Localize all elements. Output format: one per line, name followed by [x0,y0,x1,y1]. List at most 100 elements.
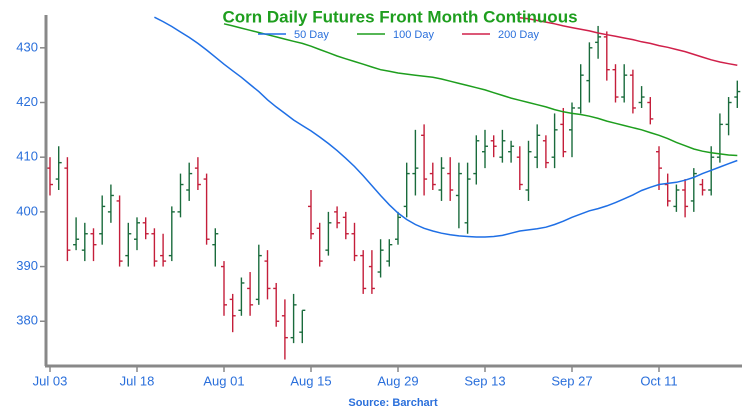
ohlc-bar [299,309,306,344]
ohlc-bar [525,140,532,201]
ohlc-bar [73,217,80,251]
legend-label: 100 Day [393,29,434,41]
ohlc-bar [290,293,297,344]
ohlc-bar [542,135,549,169]
ohlc-bar [586,42,593,103]
ohlc-bar [595,25,602,59]
y-tick-label: 420 [16,94,38,109]
ohlc-bar [90,228,97,262]
x-tick-label: Sep 13 [464,373,505,388]
ohlc-bar [412,129,419,196]
ohlc-bar [47,157,53,196]
source: Source: Barchart [348,397,438,409]
ohlc-bar [255,244,262,305]
legend-label: 200 Day [498,29,539,41]
x-tick-label: Sep 27 [551,373,592,388]
ohlc-bar [560,107,567,158]
ohlc-bar [403,162,410,218]
ohlc-bar [699,179,706,196]
ohlc-bar [551,113,558,169]
ohlc-bar [308,190,314,240]
y-tick-label: 430 [16,39,38,54]
ohlc-bar [194,157,201,190]
ohlc-bar [516,146,523,190]
chart-title: Corn Daily Futures Front Month Continuou… [222,7,577,26]
moving-average-line [223,23,738,157]
ohlc-bar [577,64,584,114]
plot-area [47,16,741,360]
ohlc-bar [473,135,480,185]
ohlc-bar [281,299,288,360]
y-tick-label: 410 [16,149,38,164]
y-tick-label: 400 [16,203,38,218]
ohlc-bar [264,250,271,300]
legend-label: 50 Day [294,29,329,41]
ohlc-bar [386,239,393,267]
ohlc-bar [107,184,114,223]
ohlc-bar [142,217,149,240]
ohlc-bar [342,211,349,240]
y-tick-label: 390 [16,258,38,273]
ohlc-bar [421,124,428,196]
ohlc-bar [638,86,645,108]
ohlc-bar [151,228,158,267]
ohlc-bar [203,173,210,245]
ohlc-bar [325,211,332,256]
ohlc-bar [81,222,88,262]
ohlc-bar [734,80,741,108]
ohlc-bar [368,250,375,294]
ohlc-bar [212,228,219,267]
y-tick-label: 380 [16,313,38,328]
moving-average-line [519,16,738,67]
ohlc-bar [377,239,384,278]
ohlc-bar [247,272,254,316]
ohlc-bar [160,233,167,267]
ohlc-bar [360,250,367,294]
ohlc-bar [273,282,280,327]
ohlc-bar [569,102,575,158]
x-tick-label: Jul 03 [33,373,68,388]
ohlc-bar [621,64,628,103]
ohlc-bar [99,195,106,245]
ohlc-bar [55,146,62,190]
ohlc-bar [116,195,123,267]
x-tick-label: Aug 29 [377,373,418,388]
ohlc-bar [238,277,245,316]
ohlc-bar [612,64,619,103]
ohlc-bar [629,69,636,114]
ohlc-bar [134,217,140,251]
ohlc-bar [664,173,671,207]
ohlc-bar [447,157,454,201]
ohlc-bar [499,129,506,163]
ohlc-bar [455,162,462,229]
ohlc-bar [725,97,732,136]
ohlc-bar [168,206,175,262]
ohlc-bar [534,124,541,169]
ohlc-bar [647,97,654,125]
ohlc-bar [64,157,71,262]
moving-average-line [154,16,738,238]
ohlc-bar [351,222,358,262]
ohlc-bar [490,135,497,158]
ohlc-bar [482,129,488,169]
ohlc-bar [603,31,610,81]
ohlc-bar [508,140,515,163]
ohlc-bar [186,162,193,201]
ohlc-bar [438,157,445,201]
ohlc-bar [125,222,132,267]
x-tick-label: Aug 01 [203,373,244,388]
ohlc-bar [716,113,723,163]
ohlc-bar [177,173,184,218]
x-tick-label: Aug 15 [290,373,331,388]
ohlc-bar [682,179,689,218]
ohlc-bar [229,293,236,333]
x-tick-label: Oct 11 [640,373,677,388]
ohlc-bar [673,184,680,212]
ohlc-bar [656,146,662,190]
ohlc-bar [429,162,436,190]
ohlc-bar [690,168,697,212]
ohlc-bar [464,162,471,234]
ohlc-bar [221,261,227,316]
x-tick-label: Jul 18 [120,373,155,388]
